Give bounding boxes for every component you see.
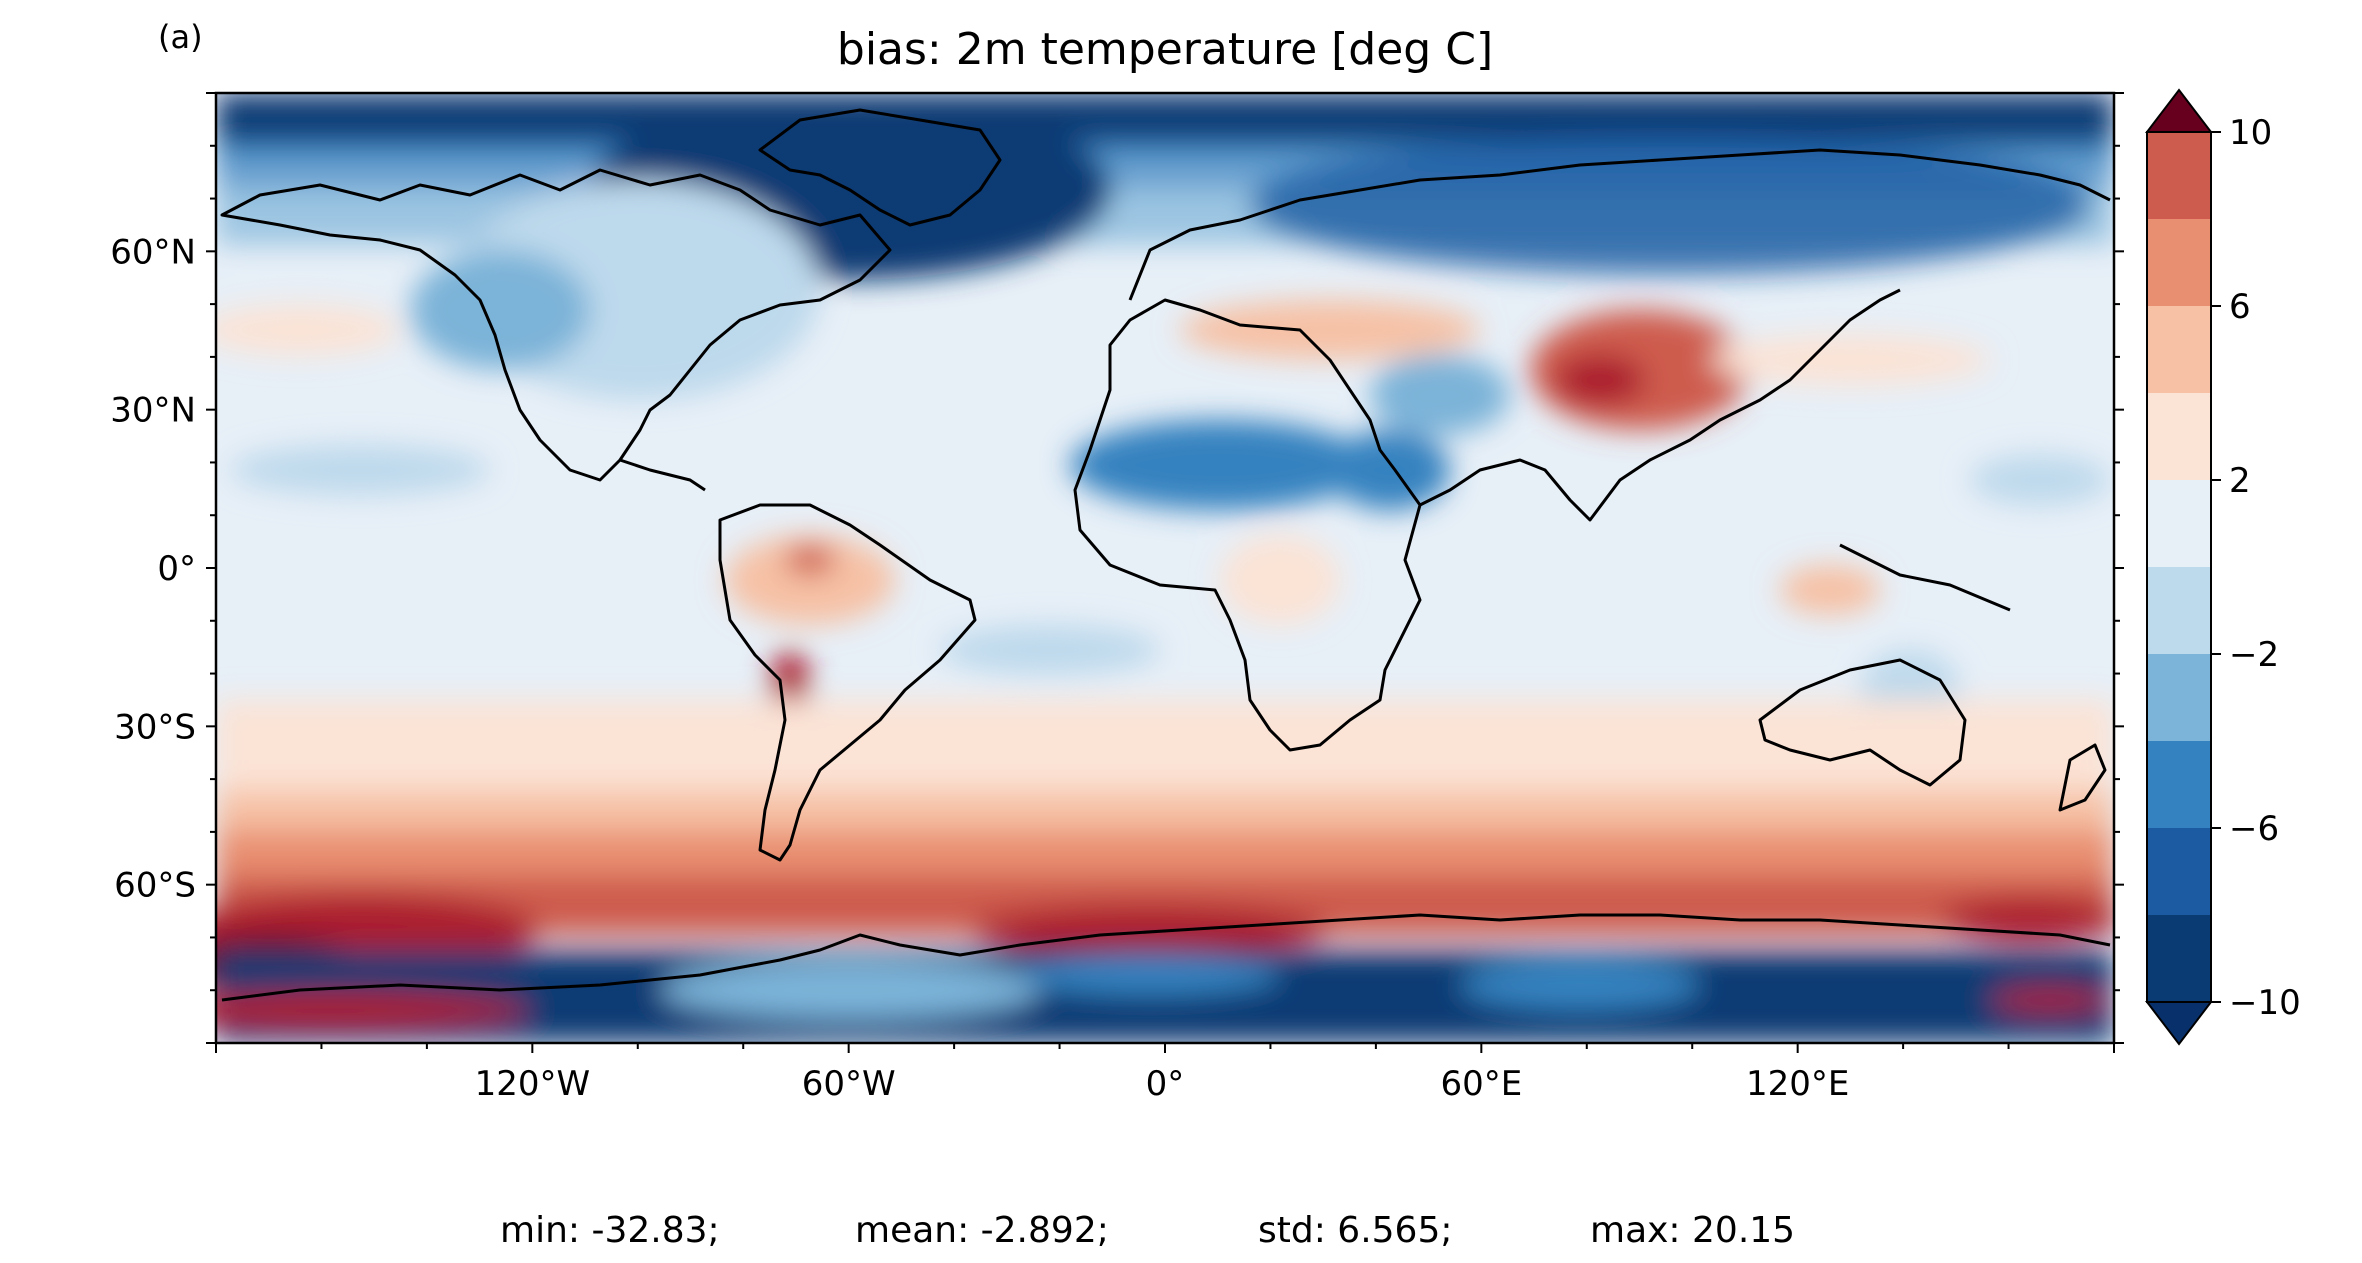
map-title: bias: 2m temperature [deg C]: [837, 24, 1493, 75]
colorbar-level-block: [2147, 219, 2211, 306]
colorbar-tick-labels: 10 6 2 −2 −6 −10: [2211, 113, 2301, 1023]
colorbar-tick-label: 6: [2229, 287, 2251, 327]
latitude-tick-labels: 60°N 30°N 0° 30°S 60°S: [110, 232, 196, 905]
colorbar-tick-label: −6: [2229, 809, 2279, 849]
colorbar-level-block: [2147, 654, 2211, 741]
lon-tick-label: 120°E: [1746, 1064, 1849, 1104]
colorbar-tick-label: −10: [2229, 983, 2301, 1023]
stat-min: min: -32.83;: [500, 1210, 720, 1251]
panel-label: (a): [158, 18, 203, 56]
map-panel: 120°W 60°W 0° 60°E 120°E 60°N 30°N 0° 30°S 60°S: [110, 91, 2124, 1104]
coastlines: [220, 108, 2111, 1002]
colorbar-level-block: [2147, 567, 2211, 654]
longitude-tick-labels: 120°W 60°W 0° 60°E 120°E: [475, 1064, 1850, 1104]
colorbar-tick-label: 2: [2229, 461, 2251, 501]
colorbar-extend-over: [2144, 88, 2214, 133]
colorbar-level-block: [2147, 132, 2211, 219]
colorbar-tick-label: 10: [2229, 113, 2272, 153]
colorbar-level-block: [2147, 828, 2211, 915]
lon-tick-label: 60°E: [1440, 1064, 1522, 1104]
colorbar-level-block: [2147, 741, 2211, 828]
colorbar-level-block: [2147, 306, 2211, 393]
map-axis-ticks: [206, 92, 2124, 1053]
bias-field: [216, 93, 2114, 1043]
stat-mean: mean: -2.892;: [855, 1210, 1109, 1251]
lat-tick-label: 30°S: [114, 707, 196, 747]
stat-max: max: 20.15: [1590, 1210, 1795, 1251]
colorbar: 10 6 2 −2 −6 −10: [2144, 88, 2301, 1046]
lon-tick-label: 0°: [1146, 1064, 1185, 1104]
lon-tick-label: 60°W: [802, 1064, 896, 1104]
colorbar-level-block: [2147, 480, 2211, 567]
summary-stats: min: -32.83; mean: -2.892; std: 6.565; m…: [500, 1210, 1795, 1251]
stat-std: std: 6.565;: [1258, 1210, 1452, 1251]
colorbar-level-block: [2147, 393, 2211, 480]
colorbar-tick-label: −2: [2229, 635, 2279, 675]
lat-tick-label: 60°N: [110, 232, 196, 272]
lat-tick-label: 30°N: [110, 391, 196, 431]
colorbar-blocks: [2144, 88, 2214, 1046]
lon-tick-label: 120°W: [475, 1064, 591, 1104]
colorbar-level-block: [2147, 915, 2211, 1002]
colorbar-extend-under: [2144, 1001, 2214, 1046]
colorbar-frame: [2146, 131, 2212, 1003]
lat-tick-label: 60°S: [114, 866, 196, 906]
lat-tick-label: 0°: [157, 549, 196, 589]
